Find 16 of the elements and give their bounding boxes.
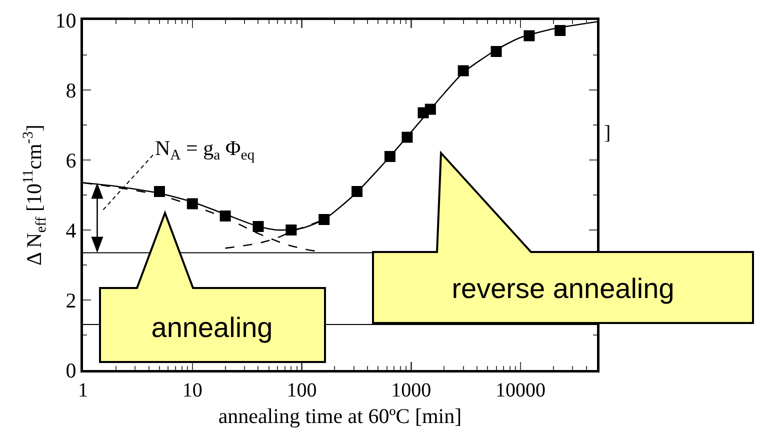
y-tick-label: 10 <box>55 8 76 32</box>
annotation: N$_{A}$ = g$_{a}$ Φ$_{eq}$ <box>155 136 256 164</box>
x-axis-title: annealing time at 60ºC [min] <box>218 404 462 428</box>
y-tick-label: 6 <box>66 148 76 172</box>
y-tick-label: 4 <box>66 218 77 242</box>
text: ] <box>604 122 611 144</box>
x-tick-label: 10000 <box>496 380 546 402</box>
x-tick-label: 100 <box>286 380 317 402</box>
annotation: annealing <box>151 312 273 342</box>
y-tick-label: 0 <box>66 358 76 382</box>
x-tick-label: 1 <box>78 380 88 402</box>
y-tick-label: 8 <box>66 78 76 102</box>
x-tick-label: 10 <box>182 380 202 402</box>
annotation: reverse annealing <box>452 272 674 304</box>
x-tick-label: 1000 <box>391 380 432 402</box>
y-tick-label: 2 <box>66 288 76 312</box>
